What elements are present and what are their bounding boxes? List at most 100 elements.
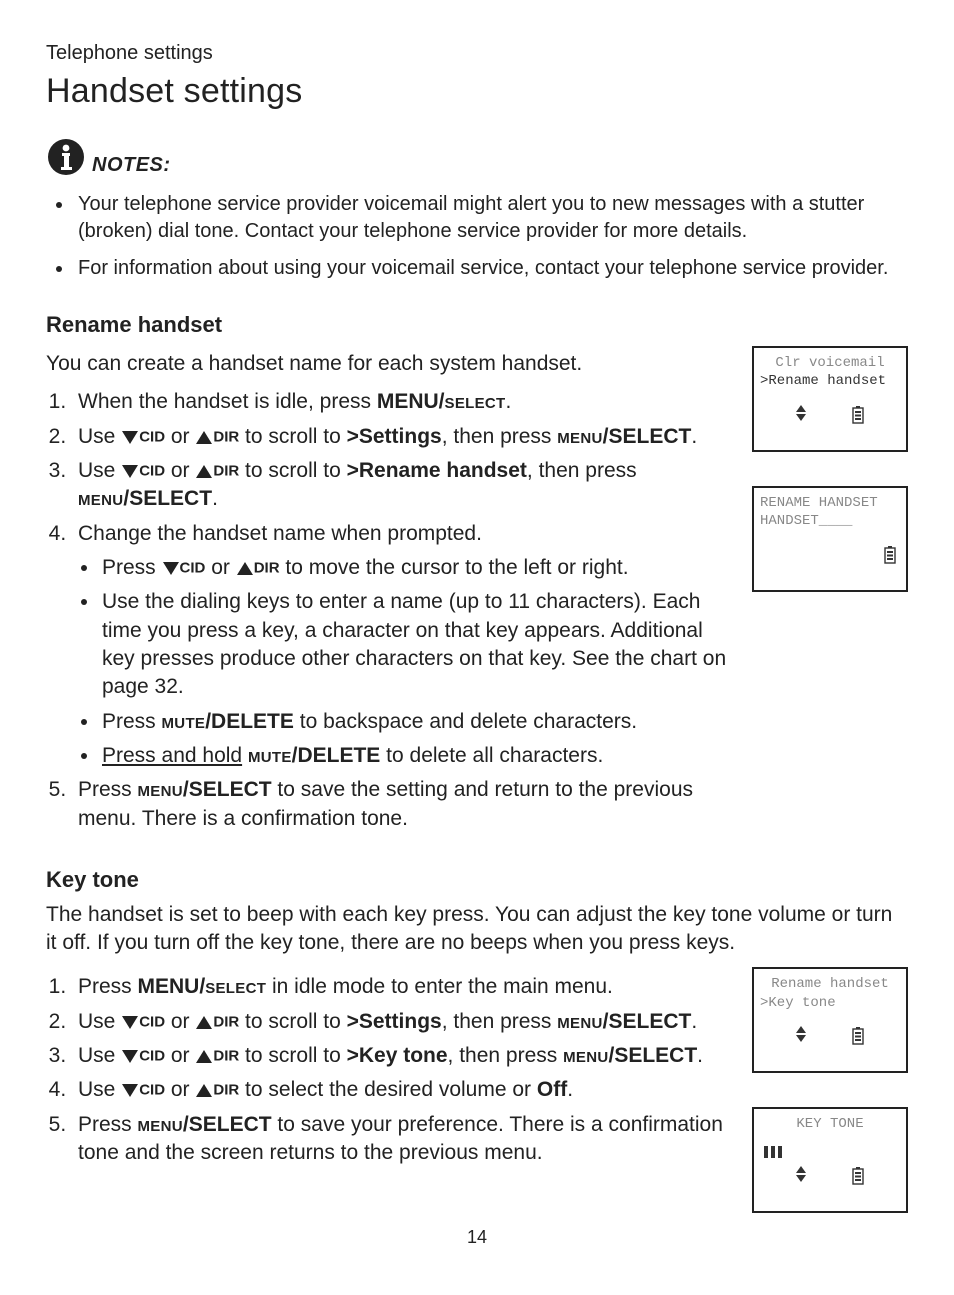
text: or bbox=[205, 556, 235, 579]
select-key: /SELECT bbox=[603, 425, 692, 448]
off-option: Off bbox=[537, 1078, 567, 1101]
triangle-up-icon bbox=[196, 1016, 212, 1029]
select-key: /SELECT bbox=[183, 1113, 272, 1136]
menu-key: menu bbox=[78, 487, 123, 510]
text: , then press bbox=[442, 1010, 558, 1033]
text: Press bbox=[102, 556, 162, 579]
menu-key: menu bbox=[138, 778, 183, 801]
text: or bbox=[165, 425, 195, 448]
lcd-line: RENAME HANDSET bbox=[760, 494, 900, 512]
lcd-screen: Rename handset >Key tone bbox=[752, 967, 908, 1073]
step: Change the handset name when prompted. P… bbox=[72, 520, 734, 771]
cid-key: CID bbox=[180, 559, 206, 576]
triangle-up-icon bbox=[196, 465, 212, 478]
screen-illustrations: Rename handset >Key tone KEY TONE bbox=[748, 967, 908, 1217]
triangle-up-icon bbox=[196, 1050, 212, 1063]
dir-key: DIR bbox=[213, 1013, 239, 1030]
cid-key: CID bbox=[139, 1047, 165, 1064]
text: . bbox=[691, 1010, 697, 1033]
step: Press menu/SELECT to save your preferenc… bbox=[72, 1111, 734, 1168]
triangle-down-icon bbox=[122, 431, 138, 444]
text: to scroll to bbox=[239, 425, 346, 448]
substeps: Press CID or DIR to move the cursor to t… bbox=[100, 554, 734, 770]
text: Use bbox=[78, 1078, 121, 1101]
text: . bbox=[506, 390, 512, 413]
step: Use CID or DIR to scroll to >Key tone, t… bbox=[72, 1042, 734, 1070]
text: , then press bbox=[448, 1044, 564, 1067]
select-key: /SELECT bbox=[603, 1010, 692, 1033]
text: Use bbox=[78, 1010, 121, 1033]
menu-key: MENU/ bbox=[377, 390, 445, 413]
dir-key: DIR bbox=[254, 559, 280, 576]
select-key: select bbox=[445, 390, 506, 413]
cid-key: CID bbox=[139, 1013, 165, 1030]
mute-key: mute bbox=[248, 744, 292, 767]
battery-icon bbox=[852, 1025, 864, 1043]
dir-key: DIR bbox=[213, 1047, 239, 1064]
step: Press MENU/select in idle mode to enter … bbox=[72, 973, 734, 1001]
substep: Press and hold mute/DELETE to delete all… bbox=[100, 742, 734, 770]
text: Change the handset name when prompted. bbox=[78, 522, 482, 545]
target: >Rename handset bbox=[347, 459, 527, 482]
section-heading-keytone: Key tone bbox=[46, 865, 908, 895]
step: Use CID or DIR to scroll to >Rename hand… bbox=[72, 457, 734, 514]
text: Press and hold bbox=[102, 744, 242, 767]
text: . bbox=[691, 425, 697, 448]
mute-key: mute bbox=[162, 710, 206, 733]
text: to select the desired volume or bbox=[239, 1078, 537, 1101]
step: Use CID or DIR to select the desired vol… bbox=[72, 1076, 734, 1104]
text: or bbox=[165, 1010, 195, 1033]
text: Use bbox=[78, 459, 121, 482]
text: to scroll to bbox=[239, 1010, 346, 1033]
select-key: /SELECT bbox=[608, 1044, 697, 1067]
battery-icon bbox=[884, 544, 896, 562]
page-title: Handset settings bbox=[46, 69, 908, 115]
lcd-screen: RENAME HANDSET HANDSET____ bbox=[752, 486, 908, 592]
lcd-screen: KEY TONE bbox=[752, 1107, 908, 1213]
dir-key: DIR bbox=[213, 1082, 239, 1099]
lcd-line: Clr voicemail bbox=[760, 354, 900, 372]
menu-key: menu bbox=[563, 1044, 608, 1067]
target: >Key tone bbox=[347, 1044, 448, 1067]
text: Press bbox=[102, 710, 162, 733]
text: to scroll to bbox=[239, 1044, 346, 1067]
battery-icon bbox=[852, 404, 864, 422]
triangle-up-icon bbox=[196, 1084, 212, 1097]
text: Use bbox=[78, 1044, 121, 1067]
text: When the handset is idle, press bbox=[78, 390, 377, 413]
keytone-steps: Press MENU/select in idle mode to enter … bbox=[72, 973, 734, 1167]
lcd-line: >Key tone bbox=[760, 994, 900, 1012]
info-icon bbox=[46, 137, 86, 185]
cid-key: CID bbox=[139, 462, 165, 479]
note-item: Your telephone service provider voicemai… bbox=[74, 191, 908, 245]
triangle-up-icon bbox=[237, 562, 253, 575]
text: or bbox=[165, 459, 195, 482]
scroll-arrows-icon bbox=[796, 1026, 806, 1042]
substep: Press mute/DELETE to backspace and delet… bbox=[100, 708, 734, 736]
triangle-down-icon bbox=[122, 465, 138, 478]
triangle-down-icon bbox=[122, 1084, 138, 1097]
triangle-up-icon bbox=[196, 431, 212, 444]
text: . bbox=[212, 487, 218, 510]
cid-key: CID bbox=[139, 428, 165, 445]
text: Use bbox=[78, 425, 121, 448]
battery-icon bbox=[852, 1165, 864, 1183]
text: , then press bbox=[442, 425, 558, 448]
substep: Use the dialing keys to enter a name (up… bbox=[100, 588, 734, 701]
menu-key: menu bbox=[557, 1010, 602, 1033]
text: or bbox=[165, 1044, 195, 1067]
text: . bbox=[697, 1044, 703, 1067]
screen-illustrations: Clr voicemail >Rename handset RENAME HAN… bbox=[748, 346, 908, 606]
rename-intro: You can create a handset name for each s… bbox=[46, 350, 734, 378]
lcd-line: >Rename handset bbox=[760, 372, 900, 390]
lcd-screen: Clr voicemail >Rename handset bbox=[752, 346, 908, 452]
notes-list: Your telephone service provider voicemai… bbox=[46, 191, 908, 282]
text: in idle mode to enter the main menu. bbox=[266, 975, 613, 998]
lcd-line: HANDSET____ bbox=[760, 512, 900, 530]
select-key: select bbox=[205, 975, 266, 998]
triangle-down-icon bbox=[122, 1050, 138, 1063]
scroll-arrows-icon bbox=[796, 1166, 806, 1182]
text: to delete all characters. bbox=[380, 744, 603, 767]
step: When the handset is idle, press MENU/sel… bbox=[72, 388, 734, 416]
text: to scroll to bbox=[239, 459, 346, 482]
